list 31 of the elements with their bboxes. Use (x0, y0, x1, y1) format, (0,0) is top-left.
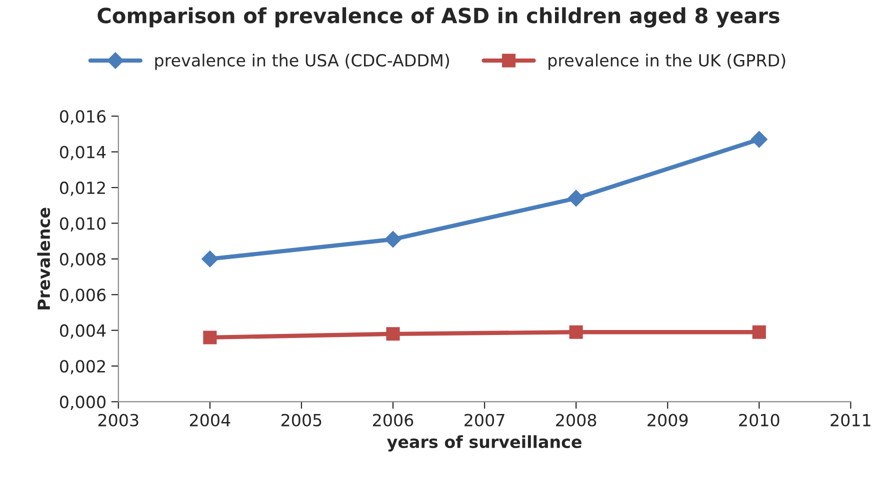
legend-label: prevalence in the USA (CDC-ADDM) (155, 54, 449, 70)
point (202, 250, 218, 268)
x-tick-label: 2003 (98, 414, 138, 426)
point (569, 325, 583, 339)
point (384, 230, 402, 248)
point (386, 327, 400, 341)
chart-title: Comparison of prevalence of ASD in children aged 8 years (98, 7, 780, 28)
x-axis-title: years of surveillance (387, 435, 582, 452)
x-tick-label: 2008 (556, 414, 596, 426)
x-tick-label: 2011 (830, 414, 870, 426)
y-tick-label: 0,004 (60, 324, 106, 339)
point (750, 130, 768, 148)
point (568, 190, 584, 207)
y-tick-label: 0,010 (60, 217, 106, 232)
y-tick-label: 0,014 (60, 146, 106, 160)
x-tick-label: 2009 (648, 414, 688, 426)
x-tick-label: 2007 (464, 414, 504, 426)
y-tick-label: 0,016 (60, 110, 106, 124)
x-tick-label: 2004 (190, 414, 230, 426)
y-tick-label: 0,002 (60, 360, 105, 374)
y-axis-title: Prevalence (37, 208, 50, 310)
legend-label: prevalence in the UK (GPRD) (548, 54, 786, 70)
x-tick-label: 2005 (281, 414, 322, 426)
y-tick-label: 0,006 (60, 288, 106, 303)
y-tick-label: 0,012 (60, 182, 105, 196)
y-tick-label: 0,000 (60, 396, 106, 410)
y-tick-label: 0,008 (60, 252, 106, 268)
x-tick-label: 2006 (373, 414, 414, 426)
x-tick-label: 2010 (739, 414, 780, 426)
point (752, 325, 766, 339)
point (203, 330, 217, 344)
